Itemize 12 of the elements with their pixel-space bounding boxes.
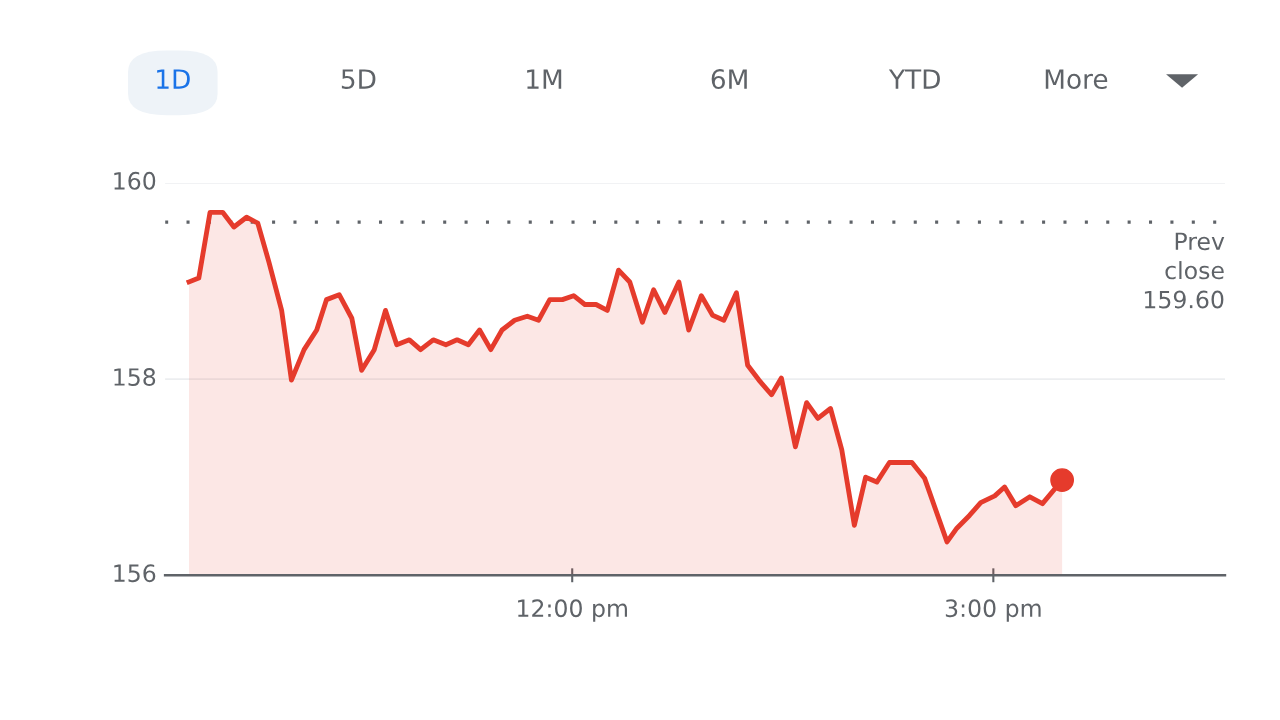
text: 5D	[341, 69, 376, 90]
y-tick-label: 160	[114, 171, 156, 190]
text: 1M	[527, 69, 562, 89]
text: 6M	[711, 69, 747, 90]
text: YTD	[888, 69, 940, 89]
text: More	[1045, 69, 1108, 90]
text: 1D	[157, 69, 190, 89]
ref-line-label: Prev close 159.60	[1144, 232, 1225, 309]
y-tick-label: 158	[114, 368, 156, 386]
y-tick-label: 156	[114, 564, 156, 583]
x-tick-label: 12:00 pm	[518, 599, 627, 622]
x-tick-label: 3:00 pm	[945, 599, 1041, 622]
